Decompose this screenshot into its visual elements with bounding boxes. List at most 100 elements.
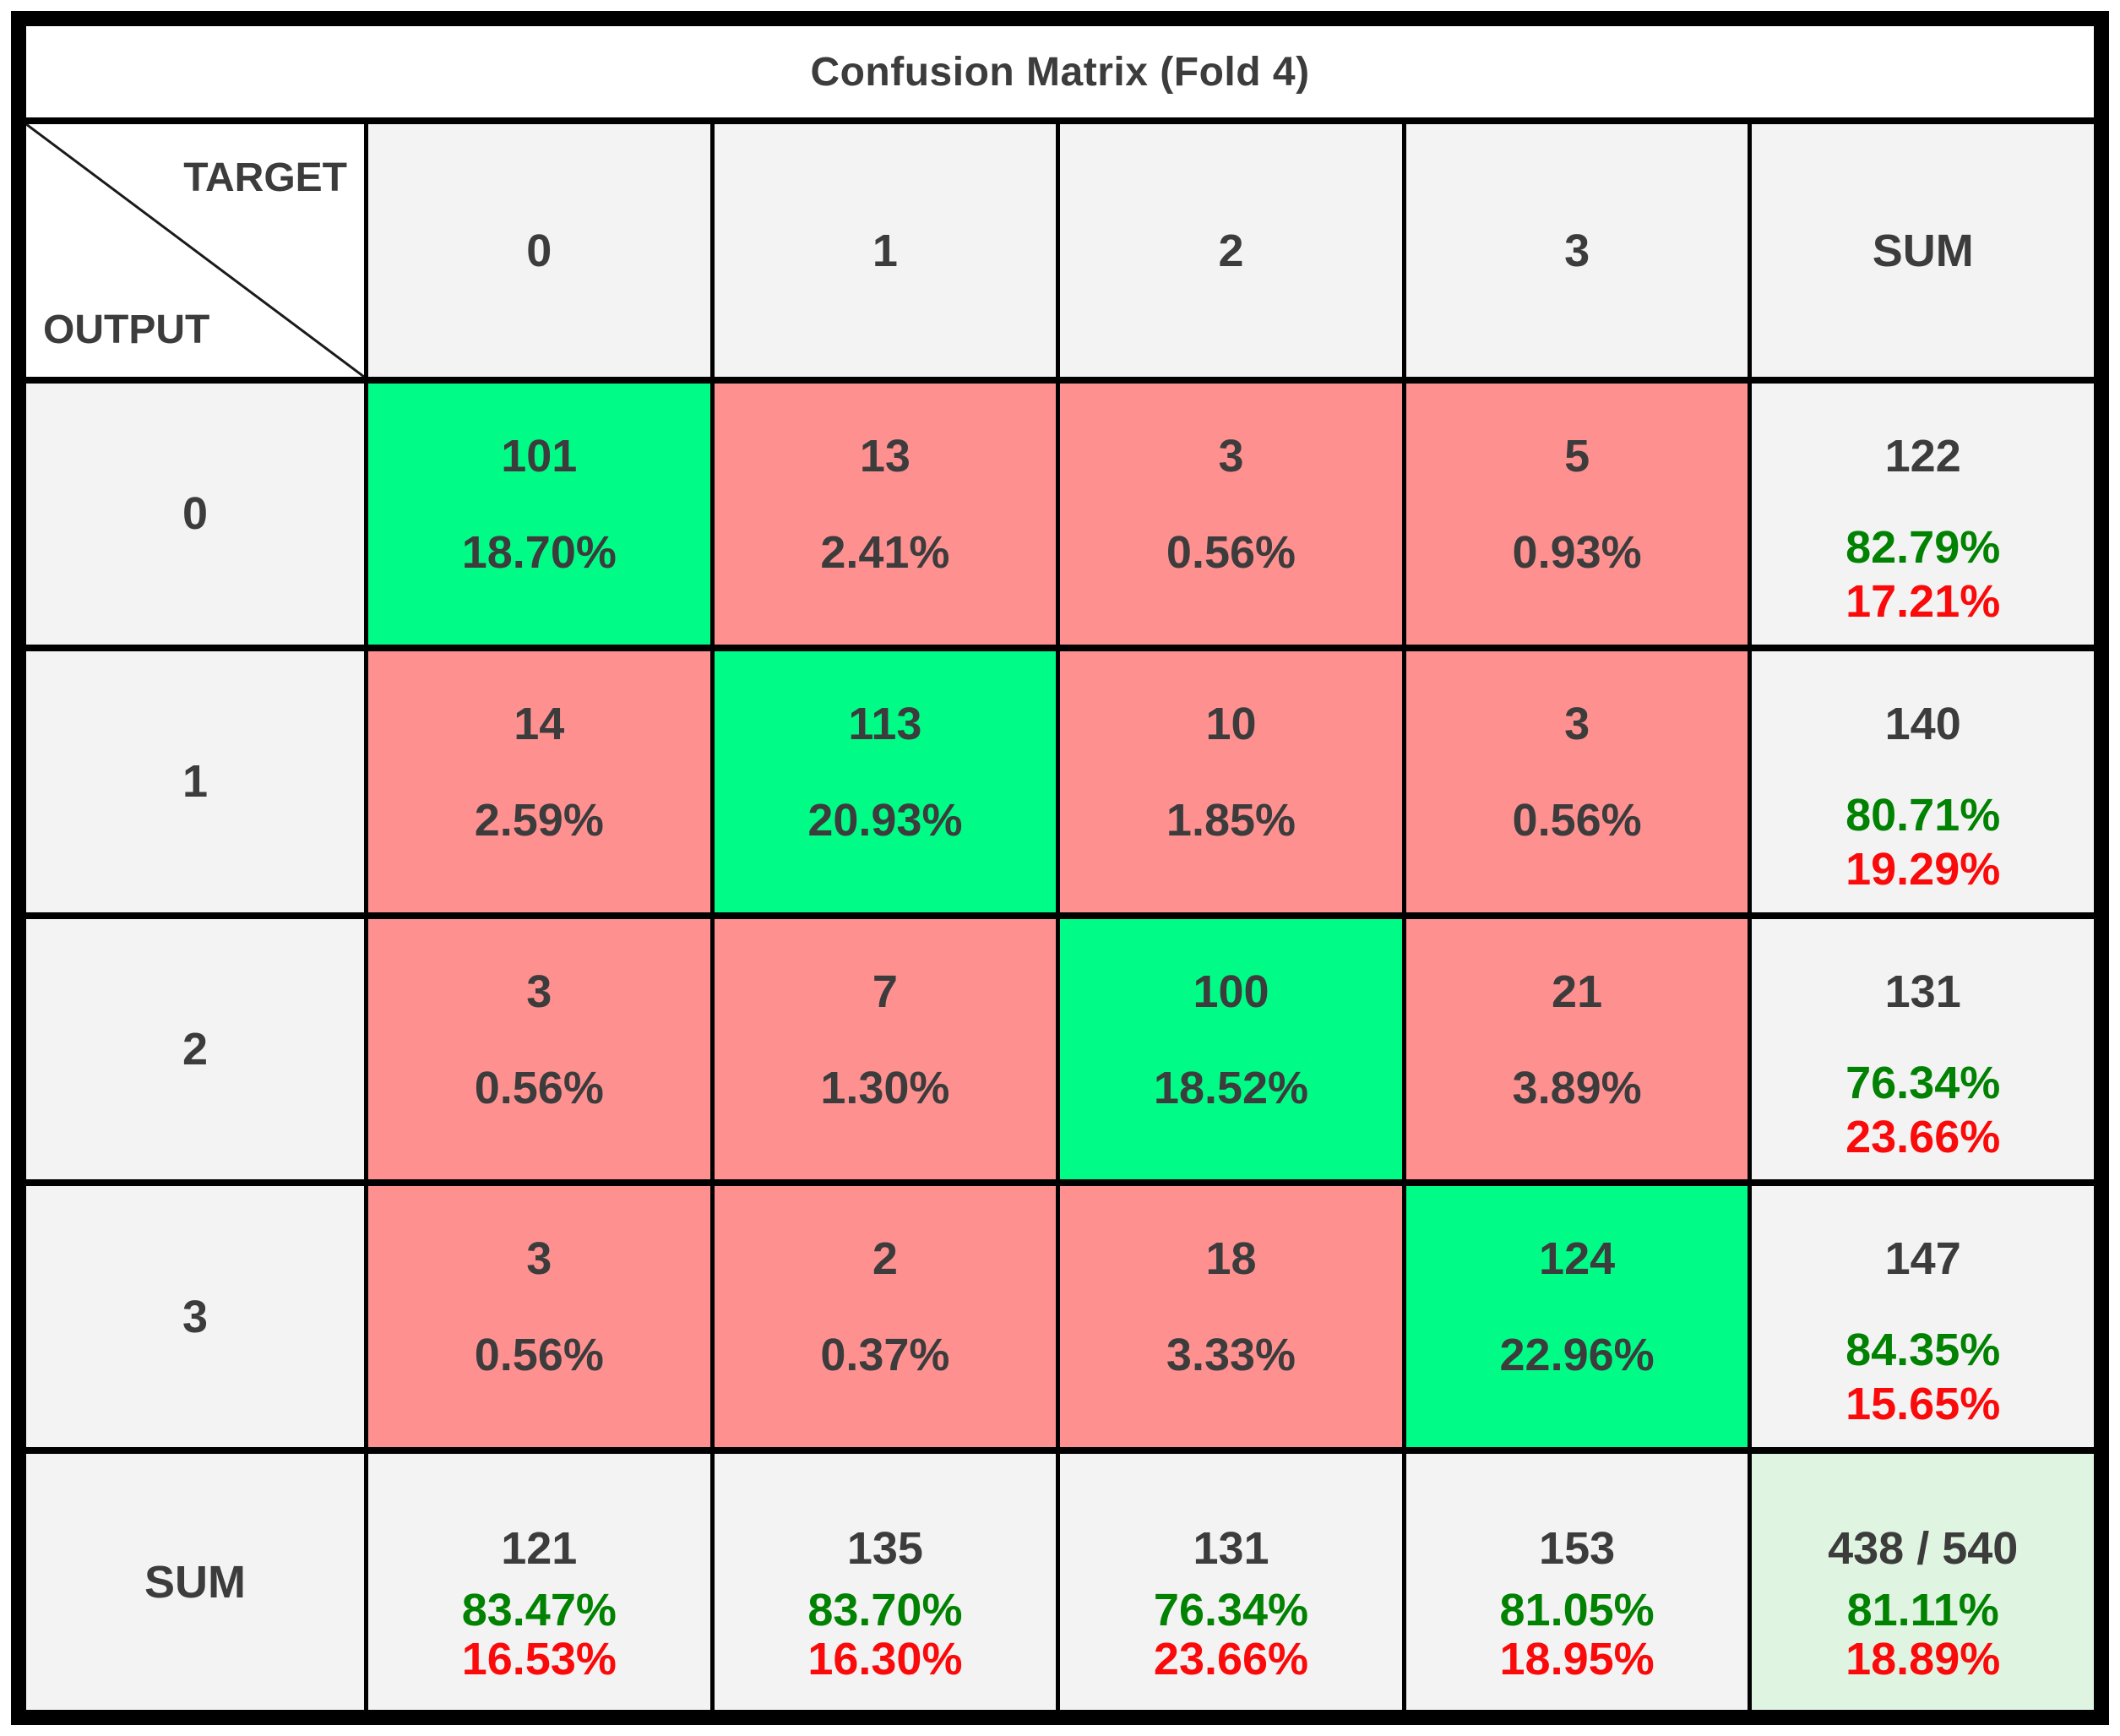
col-sum-count: 121 xyxy=(501,1523,578,1574)
col-sum-count: 131 xyxy=(1193,1523,1269,1574)
error-percent: 16.30% xyxy=(807,1634,963,1684)
cell-count: 7 xyxy=(872,966,898,1017)
cell-count: 10 xyxy=(1205,698,1257,749)
error-percent: 16.53% xyxy=(461,1634,617,1684)
cell-percent: 0.37% xyxy=(820,1330,950,1381)
col-sum-count: 135 xyxy=(846,1523,923,1574)
error-percent: 19.29% xyxy=(1845,843,2001,895)
matrix-cell-0-3: 5 0.93% xyxy=(1405,384,1748,645)
correct-percent: 76.34% xyxy=(1153,1585,1309,1635)
column-header-2: 2 xyxy=(1060,124,1402,377)
cell-percent: 3.89% xyxy=(1512,1062,1642,1113)
col-sum-percents: 83.70% 16.30% xyxy=(807,1586,962,1684)
matrix-cell-3-3: 124 22.96% xyxy=(1405,1186,1748,1447)
cell-count: 101 xyxy=(501,431,578,482)
cell-percent: 18.70% xyxy=(461,527,617,578)
matrix-cell-2-2: 100 18.52% xyxy=(1060,918,1402,1180)
cell-percent: 22.96% xyxy=(1499,1330,1655,1381)
col-sum-count: 153 xyxy=(1539,1523,1616,1574)
correct-percent: 76.34% xyxy=(1845,1057,2001,1108)
col-sum-cell-0: 121 83.47% 16.53% xyxy=(368,1454,710,1710)
cell-count: 113 xyxy=(848,698,922,749)
column-header-sum: SUM xyxy=(1752,124,2094,377)
row-sum-cell-1: 140 80.71% 19.29% xyxy=(1752,650,2094,912)
row-sum-count: 147 xyxy=(1884,1233,1961,1285)
matrix-cell-1-1: 113 20.93% xyxy=(714,650,1057,912)
cell-count: 100 xyxy=(1193,966,1269,1017)
cell-percent: 3.33% xyxy=(1166,1330,1296,1381)
cell-percent: 18.52% xyxy=(1153,1062,1309,1113)
cell-percent: 1.85% xyxy=(1166,794,1296,846)
col-sum-cell-2: 131 76.34% 23.66% xyxy=(1060,1454,1402,1710)
row-sum-percents: 76.34% 23.66% xyxy=(1845,1056,2000,1164)
row-header-1: 1 xyxy=(26,650,364,912)
diagonal-line xyxy=(26,124,364,377)
output-axis-label: OUTPUT xyxy=(43,307,210,352)
column-header-3: 3 xyxy=(1405,124,1748,377)
cell-count: 3 xyxy=(526,966,552,1017)
column-header-0: 0 xyxy=(368,124,710,377)
col-sum-percents: 83.47% 16.53% xyxy=(462,1586,617,1684)
target-axis-label: TARGET xyxy=(183,155,347,200)
row-header-2: 2 xyxy=(26,918,364,1180)
cell-count: 3 xyxy=(526,1233,552,1285)
cell-count: 5 xyxy=(1564,431,1590,482)
matrix-cell-0-1: 13 2.41% xyxy=(714,384,1057,645)
matrix-cell-2-0: 3 0.56% xyxy=(368,918,710,1180)
cell-count: 2 xyxy=(872,1233,898,1285)
row-sum-cell-2: 131 76.34% 23.66% xyxy=(1752,918,2094,1180)
col-sum-cell-3: 153 81.05% 18.95% xyxy=(1405,1454,1748,1710)
cell-count: 124 xyxy=(1539,1233,1616,1285)
correct-percent: 83.47% xyxy=(461,1585,617,1635)
row-sum-percents: 84.35% 15.65% xyxy=(1845,1323,2000,1431)
cell-percent: 1.30% xyxy=(820,1062,950,1113)
column-header-1: 1 xyxy=(714,124,1057,377)
matrix-cell-1-3: 3 0.56% xyxy=(1405,650,1748,912)
correct-percent: 81.05% xyxy=(1499,1585,1655,1635)
cell-count: 14 xyxy=(514,698,565,749)
matrix-cell-2-1: 7 1.30% xyxy=(714,918,1057,1180)
correct-percent: 84.35% xyxy=(1845,1325,2001,1376)
row-sum-count: 131 xyxy=(1884,966,1961,1017)
error-percent: 17.21% xyxy=(1845,576,2001,627)
cell-count: 13 xyxy=(859,431,911,482)
matrix-cell-3-0: 3 0.56% xyxy=(368,1186,710,1447)
axis-corner-cell: TARGET OUTPUT xyxy=(26,124,364,377)
correct-percent: 80.71% xyxy=(1845,789,2001,841)
cell-percent: 0.56% xyxy=(1166,527,1296,578)
row-sum-percents: 82.79% 17.21% xyxy=(1845,520,2000,629)
cell-percent: 0.93% xyxy=(1512,527,1642,578)
correct-percent: 83.70% xyxy=(807,1585,963,1635)
col-sum-percents: 76.34% 23.66% xyxy=(1154,1586,1308,1684)
matrix-cell-3-1: 2 0.37% xyxy=(714,1186,1057,1447)
error-percent: 15.65% xyxy=(1845,1379,2001,1430)
cell-percent: 0.56% xyxy=(1512,794,1642,846)
correct-percent: 81.11% xyxy=(1846,1585,1999,1635)
correct-percent: 82.79% xyxy=(1845,522,2001,573)
matrix-cell-0-2: 3 0.56% xyxy=(1060,384,1402,645)
cell-count: 18 xyxy=(1205,1233,1257,1285)
cell-percent: 2.41% xyxy=(820,527,950,578)
error-percent: 18.89% xyxy=(1845,1634,2001,1684)
row-sum-percents: 80.71% 19.29% xyxy=(1845,788,2000,896)
row-sum-cell-0: 122 82.79% 17.21% xyxy=(1752,384,2094,645)
total-percents: 81.11% 18.89% xyxy=(1845,1586,2000,1684)
matrix-cell-0-0: 101 18.70% xyxy=(368,384,710,645)
matrix-cell-1-0: 14 2.59% xyxy=(368,650,710,912)
col-sum-cell-1: 135 83.70% 16.30% xyxy=(714,1454,1057,1710)
row-sum-count: 140 xyxy=(1884,698,1961,749)
confusion-matrix-table: Confusion Matrix (Fold 4) TARGET OUTPUT … xyxy=(11,11,2109,1725)
col-sum-percents: 81.05% 18.95% xyxy=(1500,1586,1655,1684)
matrix-cell-2-3: 21 3.89% xyxy=(1405,918,1748,1180)
row-sum-cell-3: 147 84.35% 15.65% xyxy=(1752,1186,2094,1447)
sum-row-header: SUM xyxy=(26,1454,364,1710)
cell-count: 3 xyxy=(1218,431,1244,482)
matrix-cell-3-2: 18 3.33% xyxy=(1060,1186,1402,1447)
cell-percent: 0.56% xyxy=(474,1330,604,1381)
cell-percent: 2.59% xyxy=(474,794,604,846)
cell-percent: 0.56% xyxy=(474,1062,604,1113)
row-sum-count: 122 xyxy=(1884,431,1961,482)
overall-total-cell: 438 / 540 81.11% 18.89% xyxy=(1752,1454,2094,1710)
chart-title: Confusion Matrix (Fold 4) xyxy=(26,26,2094,117)
